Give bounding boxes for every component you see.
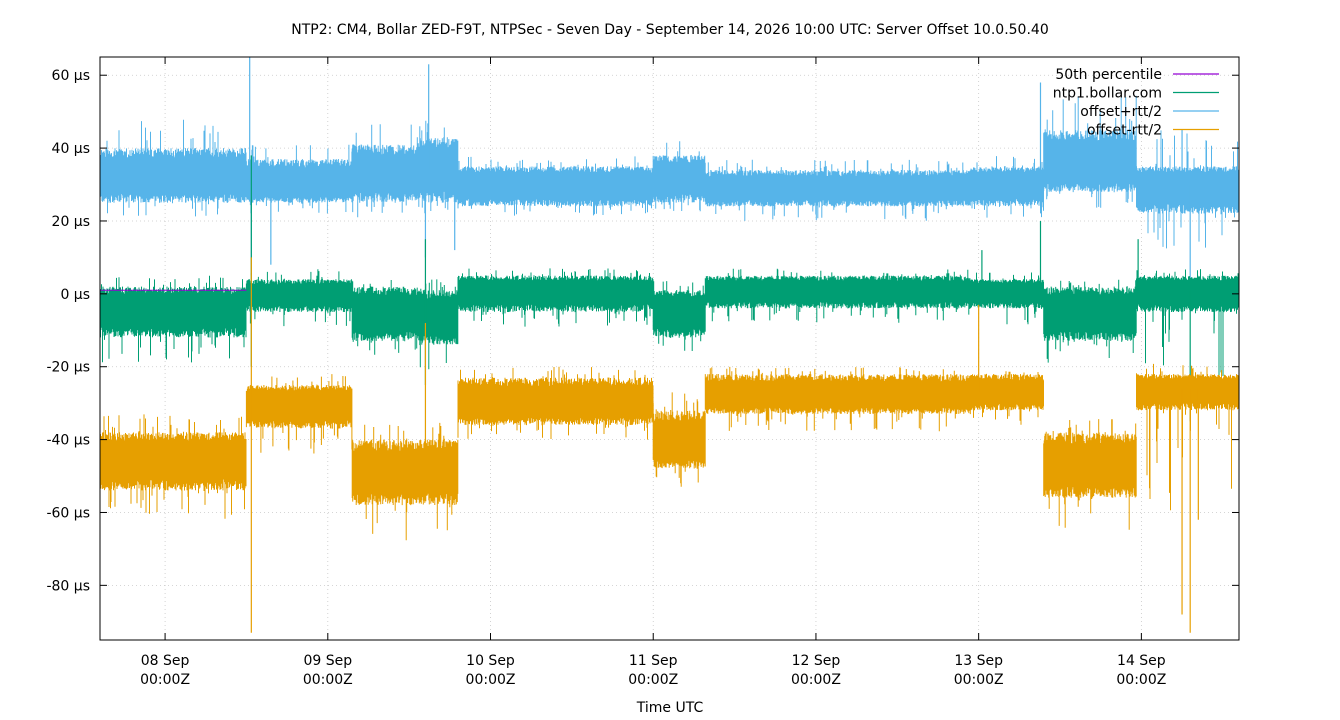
series-band <box>100 268 1239 376</box>
x-axis-label: Time UTC <box>636 700 704 716</box>
y-tick-label: -60 µs <box>46 505 90 521</box>
y-tick-label: -20 µs <box>46 360 90 376</box>
plot-frame <box>99 56 1240 641</box>
y-tick-label: 20 µs <box>52 214 90 230</box>
y-tick-label: -40 µs <box>46 433 90 449</box>
x-tick-label-date: 14 Sep <box>1117 653 1166 669</box>
legend-label: ntp1.bollar.com <box>1053 86 1162 102</box>
x-tick-label-time: 00:00Z <box>140 672 190 688</box>
x-tick-label-time: 00:00Z <box>466 672 516 688</box>
legend: 50th percentile ntp1.bollar.com offset+rtt… <box>1053 67 1219 139</box>
y-axis: 60 µs 40 µs 20 µs 0 µs -20 µs -40 µs -60 µs -80… <box>46 68 1239 594</box>
x-tick-label-time: 00:00Z <box>1116 672 1166 688</box>
x-tick-label-time: 00:00Z <box>628 672 678 688</box>
x-tick-label-time: 00:00Z <box>303 672 353 688</box>
x-axis: 08 Sep 00:00Z 09 Sep 00:00Z 10 Sep 00:00Z 11 S… <box>140 57 1166 688</box>
x-tick-label-date: 11 Sep <box>629 653 678 669</box>
x-tick-label-time: 00:00Z <box>954 672 1004 688</box>
y-tick-label: -80 µs <box>46 578 90 594</box>
x-tick-label-date: 09 Sep <box>303 653 352 669</box>
series-band <box>100 95 1239 249</box>
legend-label: offset-rtt/2 <box>1087 123 1162 139</box>
series-band <box>100 363 1239 541</box>
x-tick-label-date: 10 Sep <box>466 653 515 669</box>
legend-label: offset+rtt/2 <box>1080 104 1162 120</box>
x-tick-label-date: 13 Sep <box>954 653 1003 669</box>
series-layer <box>100 57 1239 633</box>
x-tick-label-date: 12 Sep <box>792 653 841 669</box>
x-tick-label-date: 08 Sep <box>141 653 190 669</box>
y-tick-label: 0 µs <box>60 287 90 303</box>
chart-title: NTP2: CM4, Bollar ZED-F9T, NTPSec - Seve… <box>291 22 1048 38</box>
series-offset-rtt-2 <box>100 257 1239 633</box>
x-tick-label-time: 00:00Z <box>791 672 841 688</box>
y-tick-label: 60 µs <box>52 68 90 84</box>
y-tick-label: 40 µs <box>52 141 90 157</box>
legend-label: 50th percentile <box>1055 67 1162 83</box>
